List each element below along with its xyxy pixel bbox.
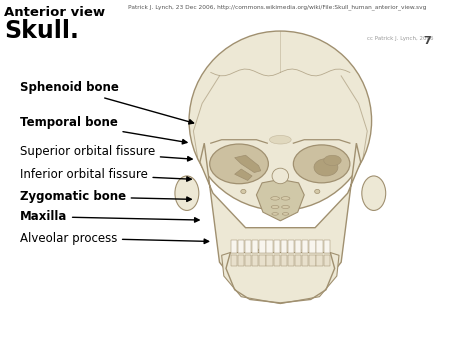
Bar xyxy=(310,240,316,253)
Bar xyxy=(288,255,294,266)
Text: Temporal bone: Temporal bone xyxy=(19,116,187,144)
Bar xyxy=(266,255,273,266)
Bar xyxy=(252,240,258,253)
Bar xyxy=(317,240,323,253)
Text: Inferior orbital fissure: Inferior orbital fissure xyxy=(19,168,191,181)
Bar xyxy=(281,240,287,253)
Bar xyxy=(310,255,316,266)
Bar xyxy=(295,255,301,266)
Bar xyxy=(259,240,265,253)
Polygon shape xyxy=(235,169,252,180)
Text: Zygomatic bone: Zygomatic bone xyxy=(19,190,191,203)
Ellipse shape xyxy=(314,159,338,176)
Ellipse shape xyxy=(282,206,290,208)
Bar xyxy=(252,255,258,266)
Polygon shape xyxy=(200,143,361,300)
Text: Alveolar process: Alveolar process xyxy=(19,231,209,245)
Ellipse shape xyxy=(269,136,291,144)
Bar xyxy=(273,240,280,253)
Ellipse shape xyxy=(293,145,350,183)
Polygon shape xyxy=(222,253,339,304)
Bar xyxy=(266,240,273,253)
Circle shape xyxy=(241,189,246,194)
Text: 7: 7 xyxy=(424,36,431,46)
Ellipse shape xyxy=(272,213,278,215)
Bar xyxy=(302,240,309,253)
Text: Patrick J. Lynch, 23 Dec 2006, http://commons.wikimedia.org/wiki/File:Skull_huma: Patrick J. Lynch, 23 Dec 2006, http://co… xyxy=(128,4,427,10)
Text: Sphenoid bone: Sphenoid bone xyxy=(19,81,193,124)
Text: cc Patrick J. Lynch, 2006: cc Patrick J. Lynch, 2006 xyxy=(367,36,434,41)
Circle shape xyxy=(254,248,259,252)
Bar xyxy=(288,240,294,253)
Ellipse shape xyxy=(362,176,386,210)
Bar xyxy=(317,255,323,266)
Bar xyxy=(231,255,237,266)
Ellipse shape xyxy=(271,197,280,200)
Text: Anterior view: Anterior view xyxy=(4,6,106,19)
Text: Maxilla: Maxilla xyxy=(19,210,199,223)
Ellipse shape xyxy=(283,213,289,215)
Ellipse shape xyxy=(324,155,341,166)
Bar xyxy=(295,240,301,253)
Polygon shape xyxy=(256,179,304,221)
Ellipse shape xyxy=(189,31,372,210)
Bar xyxy=(245,240,251,253)
Bar xyxy=(238,240,244,253)
Text: Superior orbital fissure: Superior orbital fissure xyxy=(19,145,192,161)
Bar xyxy=(281,255,287,266)
Bar xyxy=(231,240,237,253)
Bar xyxy=(273,255,280,266)
Bar xyxy=(259,255,265,266)
Circle shape xyxy=(315,189,320,194)
Ellipse shape xyxy=(175,176,199,210)
Text: Skull.: Skull. xyxy=(4,19,79,43)
Polygon shape xyxy=(235,155,261,172)
Ellipse shape xyxy=(281,197,290,200)
Ellipse shape xyxy=(271,206,279,208)
Circle shape xyxy=(302,248,306,252)
Bar xyxy=(324,255,330,266)
Bar xyxy=(245,255,251,266)
Ellipse shape xyxy=(210,144,268,184)
Bar xyxy=(302,255,309,266)
Bar xyxy=(324,240,330,253)
Ellipse shape xyxy=(272,168,289,184)
Bar xyxy=(238,255,244,266)
